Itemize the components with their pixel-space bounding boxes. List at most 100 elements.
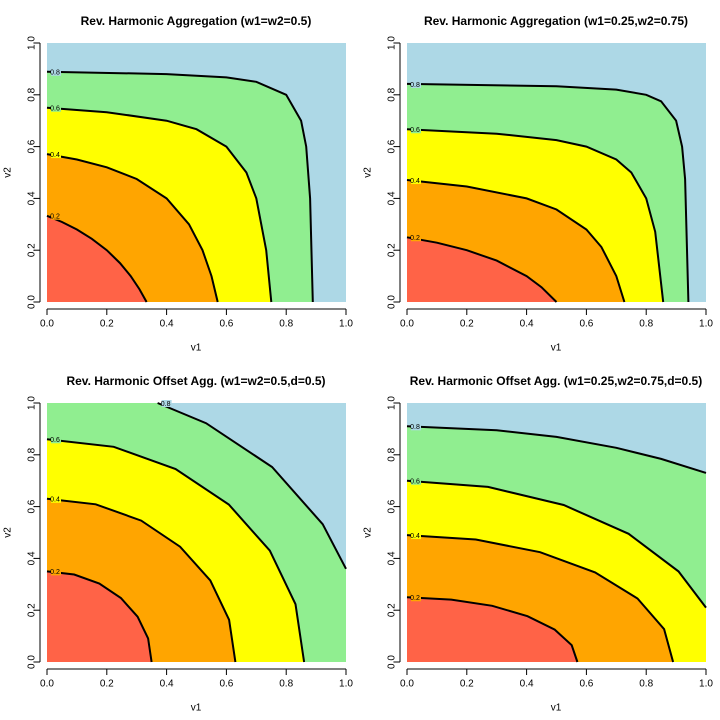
y-tick-label: 1.0: [387, 396, 398, 410]
contour-label: 0.4: [50, 152, 60, 159]
x-tick-label: 0.0: [400, 679, 414, 690]
x-tick-label: 0.0: [40, 319, 54, 330]
y-tick-label: 0.6: [27, 139, 38, 153]
contour-label: 0.2: [50, 214, 60, 221]
x-tick-label: 0.0: [400, 319, 414, 330]
contour-label-bg: [411, 532, 421, 540]
contour-label-bg: [51, 104, 61, 112]
panel: Rev. Harmonic Aggregation (w1=0.25,w2=0.…: [363, 14, 714, 353]
y-tick-label: 0.2: [387, 603, 398, 617]
contour-band: [47, 571, 152, 662]
y-tick-label: 1.0: [27, 36, 38, 50]
x-tick-label: 0.6: [579, 319, 593, 330]
x-tick-label: 1.0: [339, 679, 353, 690]
y-tick-label: 0.6: [387, 499, 398, 513]
y-tick-label: 0.2: [27, 243, 38, 257]
contour-line: [406, 425, 707, 474]
y-tick-label: 0.8: [387, 447, 398, 461]
x-tick-label: 0.6: [579, 679, 593, 690]
contour-label-bg: [411, 234, 421, 242]
contour-line: [406, 128, 665, 303]
y-tick-label: 0.2: [387, 243, 398, 257]
contour-label: 0.8: [50, 70, 60, 77]
contour-label: 0.4: [410, 178, 420, 185]
x-tick-label: 0.6: [219, 319, 233, 330]
contour-line: [46, 106, 273, 303]
contour-label: 0.6: [50, 106, 60, 113]
y-tick-label: 0.0: [387, 655, 398, 669]
contour-label: 0.2: [410, 235, 420, 242]
y-tick-label: 0.4: [387, 551, 398, 565]
y-tick-label: 0.4: [387, 191, 398, 205]
y-tick-label: 0.4: [27, 191, 38, 205]
contour-label-bg: [51, 568, 61, 576]
y-tick-label: 0.8: [387, 87, 398, 101]
contour-label-bg: [411, 177, 421, 185]
contour-label: 0.4: [50, 497, 60, 504]
panel: Rev. Harmonic Aggregation (w1=w2=0.5) v1 v…: [3, 14, 354, 353]
x-tick-label: 0.8: [279, 319, 293, 330]
x-axis-label: v1: [191, 703, 202, 714]
contour-label-bg: [411, 594, 421, 602]
x-tick-label: 0.2: [100, 319, 114, 330]
contour-label: 0.6: [410, 127, 420, 134]
y-axis-label: v2: [363, 527, 374, 538]
y-axis-label: v2: [3, 167, 14, 178]
contour-label: 0.4: [410, 533, 420, 540]
contour-label-bg: [51, 151, 61, 159]
contour-label: 0.6: [50, 437, 60, 444]
contour-label-bg: [411, 423, 421, 431]
x-axis-label: v1: [551, 703, 562, 714]
x-tick-label: 0.4: [160, 319, 174, 330]
x-tick-label: 1.0: [699, 319, 713, 330]
x-tick-label: 0.4: [520, 679, 534, 690]
x-axis-label: v1: [191, 343, 202, 354]
contour-label: 0.8: [410, 82, 420, 89]
contour-band: [407, 237, 557, 302]
y-axis-label: v2: [3, 527, 14, 538]
contour-label-bg: [51, 212, 61, 220]
y-tick-label: 0.8: [27, 447, 38, 461]
contour-label-bg: [161, 400, 172, 407]
x-tick-label: 0.8: [639, 319, 653, 330]
y-tick-label: 0.2: [27, 603, 38, 617]
y-tick-label: 0.0: [27, 655, 38, 669]
x-tick-label: 0.8: [279, 679, 293, 690]
contour-band: [407, 597, 578, 662]
panel: Rev. Harmonic Offset Agg. (w1=w2=0.5,d=0…: [3, 374, 354, 713]
contour-label: 0.2: [410, 595, 420, 602]
contour-line: [406, 179, 626, 303]
panel: Rev. Harmonic Offset Agg. (w1=0.25,w2=0.…: [363, 374, 714, 713]
contour-line: [46, 214, 148, 303]
x-tick-label: 1.0: [699, 679, 713, 690]
y-tick-label: 0.0: [387, 295, 398, 309]
y-tick-label: 0.6: [387, 139, 398, 153]
contour-line: [406, 82, 690, 303]
x-tick-label: 0.2: [460, 679, 474, 690]
chart-title: Rev. Harmonic Aggregation (w1=w2=0.5): [81, 14, 312, 28]
x-tick-label: 1.0: [339, 319, 353, 330]
x-tick-label: 0.2: [100, 679, 114, 690]
y-tick-label: 1.0: [387, 36, 398, 50]
y-tick-label: 0.6: [27, 499, 38, 513]
y-tick-label: 0.4: [27, 551, 38, 565]
x-tick-label: 0.0: [40, 679, 54, 690]
contour-band: [47, 215, 147, 302]
x-tick-label: 0.6: [219, 679, 233, 690]
contour-label: 0.6: [410, 479, 420, 486]
contour-label-bg: [411, 80, 421, 88]
y-tick-label: 0.8: [27, 87, 38, 101]
y-tick-label: 1.0: [27, 396, 38, 410]
contour-line: [46, 497, 237, 663]
contour-label-bg: [51, 436, 61, 444]
contour-label: 0.8: [161, 401, 171, 408]
contour-label: 0.2: [50, 569, 60, 576]
contour-label-bg: [411, 477, 421, 485]
contour-label-bg: [51, 495, 61, 503]
chart-title: Rev. Harmonic Offset Agg. (w1=w2=0.5,d=0…: [66, 374, 325, 388]
contour-line: [46, 438, 306, 663]
contour-line: [406, 534, 675, 663]
contour-line: [46, 70, 314, 303]
x-axis-label: v1: [551, 343, 562, 354]
